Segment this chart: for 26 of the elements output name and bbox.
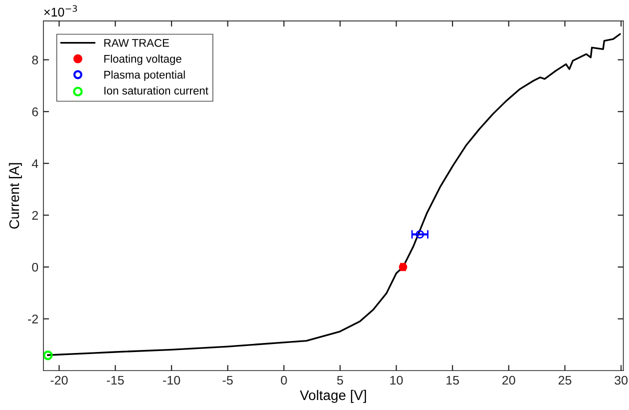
x-tick-label: 0 xyxy=(280,376,287,385)
x-tick-label: -5 xyxy=(222,376,233,385)
x-tick-label: 30 xyxy=(614,376,628,385)
y-tick-label: 4 xyxy=(32,159,38,168)
x-tick-label: 5 xyxy=(337,376,344,385)
legend-label: RAW TRACE xyxy=(104,38,169,47)
y-tick-label: 8 xyxy=(32,56,38,64)
y-axis-title: Current [A] xyxy=(8,163,22,229)
legend-label: Plasma potential xyxy=(104,70,185,81)
y-tick-label: 6 xyxy=(32,107,38,116)
y-tick-label: 2 xyxy=(32,211,38,220)
x-tick-label: 15 xyxy=(446,376,459,385)
x-axis-title: Voltage [V] xyxy=(300,390,366,403)
x-tick-label: 10 xyxy=(390,376,403,385)
x-tick-label: -20 xyxy=(50,376,68,385)
legend-label: Floating voltage xyxy=(104,54,182,65)
x-tick-label: 25 xyxy=(558,376,572,385)
point xyxy=(43,350,53,360)
x-tick-label: -10 xyxy=(163,376,180,385)
x-tick-label: -15 xyxy=(106,376,124,385)
point xyxy=(416,230,424,239)
y-tick-label: -2 xyxy=(28,314,38,324)
y-tick-label: 0 xyxy=(32,262,38,272)
x-tick-label: 20 xyxy=(502,376,516,385)
text: ×10$^{−3}$ xyxy=(44,5,77,17)
legend-label: Ion saturation current xyxy=(104,86,208,95)
